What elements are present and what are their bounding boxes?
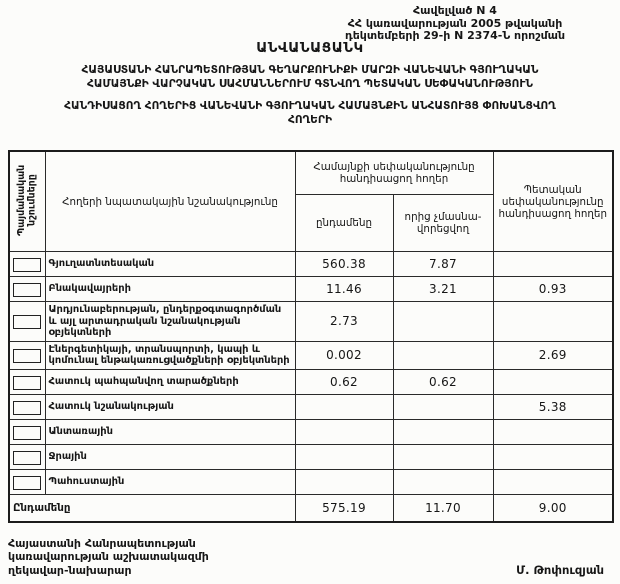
signatory-title-block: Հայաստանի Հանրապետության կառավարության ա… [8, 537, 209, 578]
state-value: 2.69 [492, 340, 614, 370]
legend-checkbox [13, 258, 42, 272]
document-subtitle: ՀԱՅԱՍՏԱՆԻ ՀԱՆՐԱՊԵՏՈՒԹՅԱՆ ԳԵՂԱՐՔՈՒՆԻՔԻ ՄԱ… [0, 64, 620, 127]
state-value [492, 368, 614, 395]
table-row-special-purpose: Հատուկ նշանակության 5.38 [8, 393, 614, 420]
legend-checkbox [13, 400, 42, 415]
signatory-name: Մ. Թոփուզյան [516, 563, 604, 577]
table-row-industrial: Արդյունաբերության, ընդերքօգտագործման և ա… [8, 301, 614, 342]
row-label: Գյուղատնտեսական [44, 251, 296, 277]
table-row-protected-areas: Հատուկ պահպանվող տարածքների 0.62 0.62 [8, 368, 614, 395]
table-row-agricultural: Գյուղատնտեսական 560.38 7.87 [8, 251, 614, 277]
appendix-reference: Հավելված N 4 ՀՀ կառավարության 2005 թվակա… [300, 4, 610, 43]
non-privatized-value [392, 443, 494, 470]
column-header-symbols: Պայմանական նշումները [8, 150, 46, 252]
symbol-cell [8, 393, 46, 420]
symbol-cell [8, 368, 46, 395]
community-total-value: 0.002 [294, 340, 394, 370]
column-header-non-privatized: որից չմասնա-վորեցվող [392, 194, 494, 252]
row-label: Պահուստային [44, 468, 296, 495]
appendix-line-3: դեկտեմբերի 29-ի N 2374-Ն որոշման [344, 29, 566, 42]
signatory-title-line-2: կառավարության աշխատակազմի [8, 550, 209, 563]
land-parcels-table: Պայմանական նշումները Հողերի նպատակային ն… [8, 150, 614, 523]
non-privatized-value [392, 468, 494, 495]
subtitle-line-4: ՀՈՂԵՐԻ [287, 113, 333, 126]
state-value: 0.93 [492, 276, 614, 302]
table-row-forest: Անտառային [8, 418, 614, 445]
row-label: Անտառային [44, 418, 296, 445]
legend-checkbox [13, 349, 42, 363]
row-label: Բնակավայրերի [44, 276, 296, 302]
non-privatized-value [392, 393, 494, 420]
signatory-title-line-1: Հայաստանի Հանրապետության [8, 536, 196, 550]
column-header-purpose: Հողերի նպատակային նշանակությունը [44, 150, 296, 252]
symbols-header-label: Պայմանական նշումները [15, 164, 38, 236]
appendix-line-1: Հավելված N 4 [413, 4, 497, 17]
symbol-cell [8, 301, 46, 342]
appendix-line-2: ՀՀ կառավարության 2005 թվականի [347, 16, 563, 30]
symbol-cell [8, 340, 46, 370]
table-row-water: Ջրային [8, 443, 614, 470]
total-row-label: Ընդամենը [8, 493, 296, 522]
symbol-cell [8, 443, 46, 470]
row-label: Արդյունաբերության, ընդերքօգտագործման և ա… [44, 301, 296, 342]
non-privatized-value: 7.87 [392, 251, 494, 277]
symbol-cell [8, 468, 46, 495]
column-header-community-group: Համայնքի սեփականությունը հանդիսացող հողե… [294, 150, 494, 195]
document-footer: Հայաստանի Հանրապետության կառավարության ա… [8, 537, 610, 578]
row-label: Հատուկ պահպանվող տարածքների [44, 368, 296, 395]
column-header-community-total: ընդամենը [294, 194, 394, 252]
subtitle-line-2: ՀԱՄԱՅՆՔԻ ՎԱՐՉԱԿԱՆ ՍԱՀՄԱՆՆԵՐՈՒՄ ԳՏՆՎՈՂ ՊԵ… [86, 77, 534, 90]
total-state-value: 9.00 [492, 493, 614, 522]
state-value [492, 443, 614, 470]
non-privatized-value [392, 340, 494, 370]
symbol-cell [8, 418, 46, 445]
symbol-cell [8, 276, 46, 302]
table-row-residential: Բնակավայրերի 11.46 3.21 0.93 [8, 276, 614, 302]
column-header-state: Պետական սեփականությունը հանդիսացող հողեր [492, 150, 614, 252]
state-value [492, 251, 614, 277]
non-privatized-value [392, 418, 494, 445]
state-value [492, 468, 614, 495]
community-total-value [294, 393, 394, 420]
subtitle-line-1: ՀԱՅԱՍՏԱՆԻ ՀԱՆՐԱՊԵՏՈՒԹՅԱՆ ԳԵՂԱՐՔՈՒՆԻՔԻ ՄԱ… [81, 64, 539, 76]
total-community-value: 575.19 [294, 493, 394, 522]
non-privatized-value [392, 301, 494, 342]
table-row-reserve: Պահուստային [8, 468, 614, 495]
non-privatized-value: 3.21 [392, 276, 494, 302]
state-value: 5.38 [492, 393, 614, 420]
legend-checkbox [13, 283, 42, 297]
subtitle-line-3: ՀԱՆԴԻՍԱՑՈՂ ՀՈՂԵՐԻՑ ՎԱՆԵՎԱՆԻ ԳՅՈՒՂԱԿԱՆ ՀԱ… [64, 100, 556, 112]
community-total-value [294, 443, 394, 470]
legend-checkbox [13, 475, 42, 490]
legend-checkbox [13, 375, 42, 390]
community-total-value: 560.38 [294, 251, 394, 277]
row-label: Ջրային [44, 443, 296, 470]
legend-checkbox [13, 425, 42, 440]
community-total-value: 0.62 [294, 368, 394, 395]
community-total-value [294, 418, 394, 445]
non-privatized-value: 0.62 [392, 368, 494, 395]
legend-checkbox [13, 315, 42, 330]
state-value [492, 418, 614, 445]
community-total-value: 2.73 [294, 301, 394, 342]
state-value [492, 301, 614, 342]
symbol-cell [8, 251, 46, 277]
row-label: Հատուկ նշանակության [44, 393, 296, 420]
table-row-energy-transport: Էներգետիկայի, տրանսպորտի, կապի և կոմունա… [8, 340, 614, 370]
signatory-title-line-3: ղեկավար-նախարար [8, 563, 132, 577]
table-row-grand-total: Ընդամենը 575.19 11.70 9.00 [8, 493, 614, 522]
row-label: Էներգետիկայի, տրանսպորտի, կապի և կոմունա… [44, 340, 296, 370]
legend-checkbox [13, 450, 42, 465]
page-title: ԱՆՎԱՆԱՑԱՆԿ [256, 40, 364, 56]
community-total-value [294, 468, 394, 495]
total-non-privatized-value: 11.70 [392, 493, 494, 522]
community-total-value: 11.46 [294, 276, 394, 302]
